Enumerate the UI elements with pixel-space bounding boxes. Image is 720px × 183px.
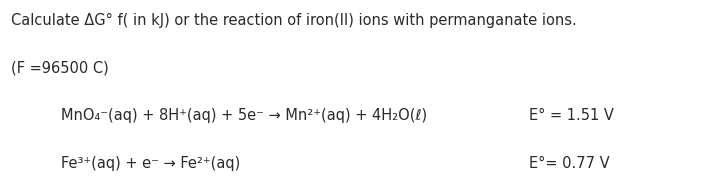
Text: E° = 1.51 V: E° = 1.51 V (529, 108, 614, 123)
Text: Fe³⁺(aq) + e⁻ → Fe²⁺(aq): Fe³⁺(aq) + e⁻ → Fe²⁺(aq) (61, 156, 240, 171)
Text: Calculate ΔG° f( in kJ) or the reaction of iron(II) ions with permanganate ions.: Calculate ΔG° f( in kJ) or the reaction … (11, 13, 577, 28)
Text: E°= 0.77 V: E°= 0.77 V (529, 156, 610, 171)
Text: MnO₄⁻(aq) + 8H⁺(aq) + 5e⁻ → Mn²⁺(aq) + 4H₂O(ℓ): MnO₄⁻(aq) + 8H⁺(aq) + 5e⁻ → Mn²⁺(aq) + 4… (61, 108, 428, 123)
Text: (F =96500 C): (F =96500 C) (11, 60, 109, 75)
